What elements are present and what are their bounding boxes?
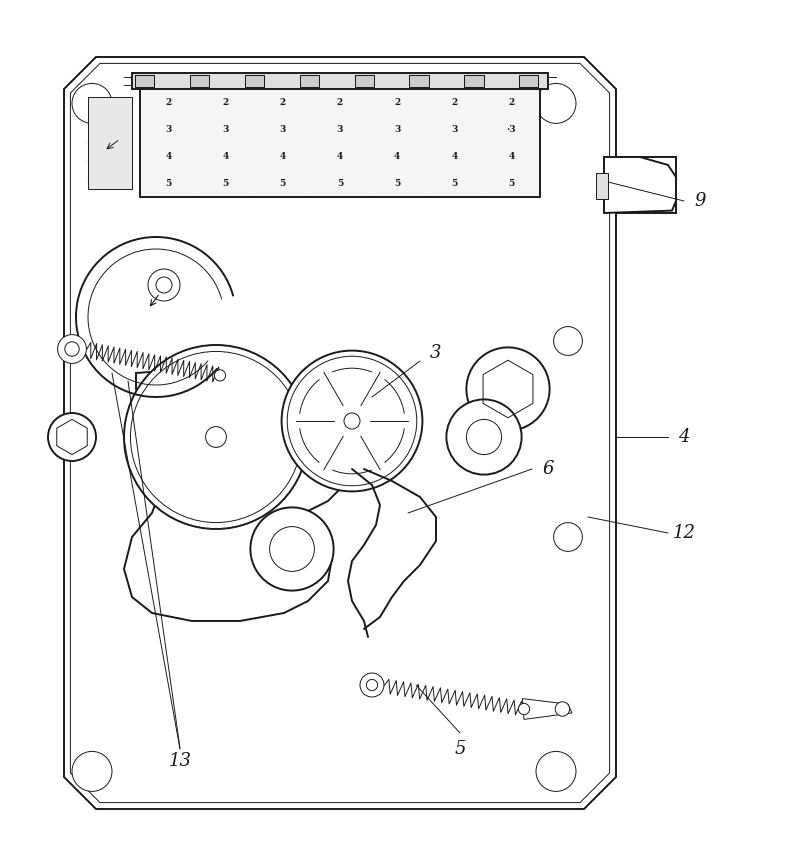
Bar bbox=[519, 75, 538, 87]
Text: 4: 4 bbox=[508, 152, 514, 161]
Circle shape bbox=[72, 83, 112, 123]
Circle shape bbox=[148, 269, 180, 301]
Text: 5: 5 bbox=[280, 179, 286, 188]
Text: 5: 5 bbox=[451, 179, 458, 188]
Circle shape bbox=[360, 673, 384, 697]
Text: 4: 4 bbox=[337, 152, 343, 161]
Circle shape bbox=[554, 326, 582, 355]
Text: 3: 3 bbox=[337, 125, 343, 134]
Bar bbox=[354, 75, 374, 87]
Circle shape bbox=[48, 413, 96, 461]
Bar bbox=[132, 73, 548, 89]
Circle shape bbox=[124, 345, 308, 529]
Text: 6: 6 bbox=[542, 460, 554, 478]
Text: 4: 4 bbox=[222, 152, 229, 161]
Text: 2: 2 bbox=[337, 98, 343, 107]
Bar bbox=[88, 97, 132, 189]
Text: 3: 3 bbox=[394, 125, 400, 134]
Bar bbox=[140, 89, 540, 197]
Text: 2: 2 bbox=[451, 98, 458, 107]
Polygon shape bbox=[522, 699, 572, 720]
Bar bbox=[190, 75, 210, 87]
Text: 3: 3 bbox=[430, 344, 442, 362]
Circle shape bbox=[518, 703, 530, 714]
Circle shape bbox=[250, 507, 334, 591]
Bar bbox=[354, 75, 374, 87]
Text: 4: 4 bbox=[166, 152, 172, 161]
Circle shape bbox=[206, 427, 226, 448]
Circle shape bbox=[446, 399, 522, 475]
Bar bbox=[245, 75, 264, 87]
Text: 4: 4 bbox=[280, 152, 286, 161]
Text: ·3: ·3 bbox=[506, 125, 516, 134]
Text: 2: 2 bbox=[222, 98, 229, 107]
Text: 2: 2 bbox=[280, 98, 286, 107]
Bar bbox=[410, 75, 429, 87]
Text: 5: 5 bbox=[222, 179, 229, 188]
Text: 5: 5 bbox=[508, 179, 514, 188]
Bar bbox=[245, 75, 264, 87]
Bar bbox=[596, 173, 608, 198]
Text: 3: 3 bbox=[166, 125, 172, 134]
Bar bbox=[190, 75, 210, 87]
Text: 2: 2 bbox=[508, 98, 514, 107]
Circle shape bbox=[366, 680, 378, 690]
Text: 3: 3 bbox=[280, 125, 286, 134]
Bar bbox=[135, 75, 154, 87]
Bar bbox=[464, 75, 483, 87]
Polygon shape bbox=[124, 369, 356, 621]
Circle shape bbox=[536, 83, 576, 123]
Circle shape bbox=[554, 522, 582, 552]
Circle shape bbox=[466, 347, 550, 430]
Bar bbox=[135, 75, 154, 87]
Text: 4: 4 bbox=[394, 152, 400, 161]
Text: 12: 12 bbox=[673, 524, 695, 542]
Polygon shape bbox=[64, 57, 676, 809]
Text: 5: 5 bbox=[337, 179, 343, 188]
Circle shape bbox=[536, 752, 576, 792]
Bar bbox=[519, 75, 538, 87]
Circle shape bbox=[344, 413, 360, 429]
Circle shape bbox=[555, 701, 570, 716]
Text: 9: 9 bbox=[694, 192, 706, 210]
Text: 4: 4 bbox=[678, 428, 690, 446]
Circle shape bbox=[72, 752, 112, 792]
Text: 2: 2 bbox=[166, 98, 172, 107]
Text: 5: 5 bbox=[166, 179, 172, 188]
Text: 3: 3 bbox=[451, 125, 458, 134]
Bar bbox=[300, 75, 319, 87]
Circle shape bbox=[100, 119, 124, 143]
Circle shape bbox=[58, 334, 86, 364]
Circle shape bbox=[282, 351, 422, 491]
Text: 2: 2 bbox=[394, 98, 400, 107]
Bar bbox=[300, 75, 319, 87]
Circle shape bbox=[214, 370, 226, 381]
Bar bbox=[464, 75, 483, 87]
Text: 3: 3 bbox=[222, 125, 229, 134]
Text: 5: 5 bbox=[454, 740, 466, 758]
Text: 4: 4 bbox=[451, 152, 458, 161]
Text: 5: 5 bbox=[394, 179, 400, 188]
Polygon shape bbox=[604, 157, 676, 213]
Text: 13: 13 bbox=[169, 752, 191, 770]
Circle shape bbox=[65, 342, 79, 356]
Bar bbox=[410, 75, 429, 87]
